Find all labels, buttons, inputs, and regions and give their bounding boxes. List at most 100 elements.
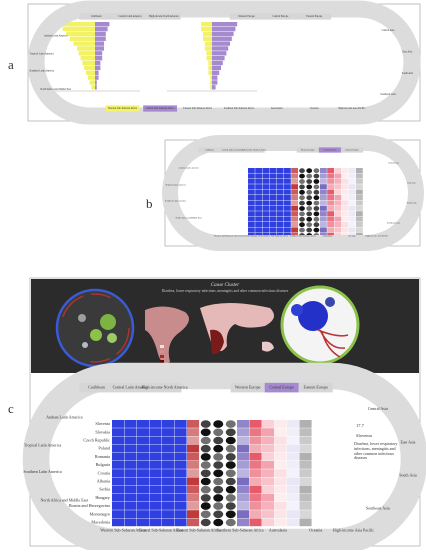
heat-cell [137, 461, 150, 469]
region-label: Oceania [310, 107, 319, 110]
heat-cell [313, 211, 320, 217]
region-label: Western Sub-Saharan Africa [214, 235, 239, 238]
heat-cell [112, 444, 125, 453]
heat-cell [213, 469, 224, 478]
heat-cell [356, 200, 363, 206]
heat-cell [269, 195, 277, 200]
heat-cell [200, 494, 211, 502]
heat-cell [287, 444, 300, 453]
map-americas [145, 306, 189, 364]
heat-cell [299, 222, 305, 228]
heat-cell [213, 485, 224, 494]
region-label: North Africa and Middle East [40, 88, 71, 91]
heat-cell [249, 510, 262, 518]
country-label: Montenegro [90, 511, 110, 516]
pyramid-bar [95, 56, 103, 61]
region-label: Eastern Sub-Saharan Africa [183, 107, 213, 110]
heat-cell [287, 502, 300, 510]
heat-cell [327, 173, 334, 179]
heat-cell [124, 469, 137, 477]
heat-cell [213, 477, 224, 486]
heat-cell [200, 453, 211, 461]
heat-cell [276, 200, 284, 206]
heat-cell [287, 518, 300, 527]
heat-cell [255, 227, 262, 233]
region-label: Southeast Asia [387, 222, 400, 225]
heat-cell [162, 452, 175, 461]
pyramid-bar [84, 65, 95, 71]
pyramid-bar [204, 46, 212, 51]
heat-cell [348, 168, 356, 173]
heat-cell [356, 189, 363, 195]
heat-cell [112, 493, 125, 502]
heat-cell [237, 428, 250, 436]
heat-cell [249, 444, 262, 453]
heat-cell [174, 436, 187, 445]
heat-cell [274, 518, 287, 527]
pyramid-bar [95, 51, 103, 56]
heat-cell [248, 168, 255, 173]
heat-cell [299, 444, 312, 453]
heat-cell [356, 222, 363, 227]
country-label: Czech Republic [83, 437, 110, 442]
country-label: Albania [97, 478, 110, 483]
heat-cell [284, 200, 291, 206]
cluster-title: Cause Cluster [211, 283, 240, 288]
heat-cell [137, 485, 150, 494]
pyramid-bar [212, 51, 227, 56]
heat-cell [124, 485, 137, 494]
node [100, 314, 116, 330]
region-label: Caribbean [88, 385, 104, 390]
heat-cell [287, 485, 300, 494]
heat-cell [334, 205, 342, 211]
heat-cell [334, 173, 342, 179]
heat-cell [269, 168, 277, 173]
heat-cell [348, 227, 356, 233]
region-label: High-income Asia Pacific [365, 235, 388, 238]
heat-cell [284, 227, 291, 233]
pyramid-bar [95, 85, 97, 90]
heat-cell [249, 428, 262, 436]
heat-cell [249, 518, 262, 527]
heat-cell [249, 502, 262, 510]
heat-cell [112, 518, 125, 527]
heat-cell [248, 227, 255, 233]
region-label: Western Europe [301, 150, 315, 152]
node [325, 297, 335, 307]
region-box [198, 147, 221, 153]
region-label: Oceania [348, 236, 355, 238]
heat-cell [213, 436, 224, 445]
region-label: South Asia [399, 473, 417, 478]
detail-cause-box: Diarrhea, lower respiratory infections, … [354, 442, 397, 460]
heat-cell [320, 205, 327, 211]
heat-cell [162, 493, 175, 502]
region-label: Western Europe [238, 15, 255, 18]
heat-cell [187, 428, 200, 436]
heat-cell [262, 200, 270, 206]
heat-cell [248, 222, 255, 227]
heat-cell [225, 477, 236, 486]
heat-cell [348, 216, 356, 222]
heat-cell [112, 420, 125, 428]
heat-cell [225, 518, 236, 527]
heat-cell [334, 178, 342, 184]
heat-cell [249, 477, 262, 486]
heat-cell [313, 222, 320, 228]
pyramid-bar [82, 60, 95, 66]
heat-cell [269, 189, 277, 195]
heat-cell [274, 436, 287, 445]
heat-cell [291, 184, 298, 190]
heat-cell [255, 222, 262, 227]
heat-cell [327, 189, 334, 195]
heat-cell [299, 518, 312, 527]
heat-cell [174, 485, 187, 494]
heat-cell [124, 444, 137, 453]
region-highlight [318, 147, 341, 153]
tracks: Caribbean Central Latin America High-incom… [22, 0, 426, 555]
pyramid-bar [95, 41, 104, 46]
heat-cell [313, 168, 320, 174]
heat-cell [200, 420, 211, 428]
pyramid-bar [204, 41, 212, 46]
region-label: Central Latin America [113, 385, 149, 390]
